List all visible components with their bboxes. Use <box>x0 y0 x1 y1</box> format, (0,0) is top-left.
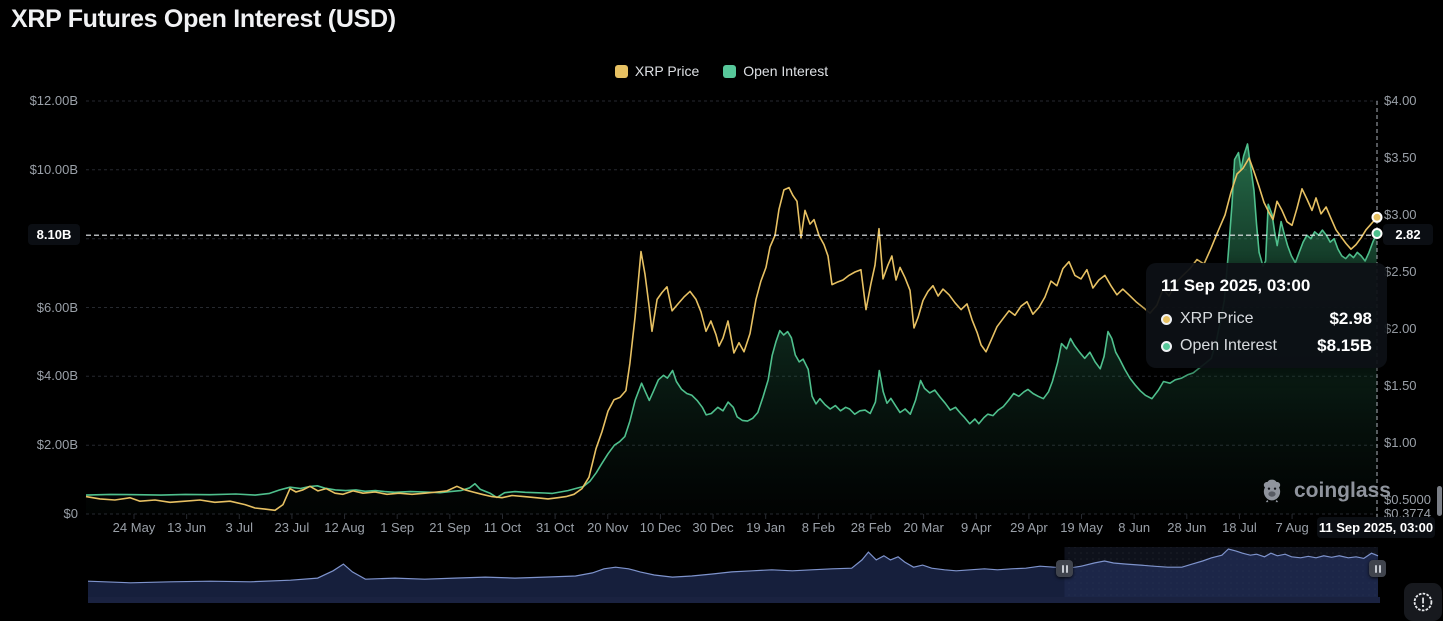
navigator-baseline-band <box>88 597 1380 603</box>
open-interest-dot-icon <box>1161 340 1172 352</box>
open-interest-swatch-icon <box>723 64 737 78</box>
crosshair-date-label: 11 Sep 2025, 03:00 <box>1317 517 1435 538</box>
xrp-price-dot-icon <box>1161 313 1172 325</box>
y-axis-label-right: $1.50 <box>1384 378 1417 394</box>
tooltip-row-label: Open Interest <box>1180 337 1277 354</box>
tooltip-row-xrp-price: XRP Price $2.98 <box>1161 309 1372 329</box>
y-axis-label-right: $1.00 <box>1384 435 1417 451</box>
x-axis-label: 21 Sep <box>429 520 471 535</box>
navigator-right-handle[interactable] <box>1369 560 1386 577</box>
y-axis-label-left: $10.00B <box>29 161 78 177</box>
page-title: XRP Futures Open Interest (USD) <box>11 5 396 33</box>
y-axis-label-left: $2.00B <box>36 437 78 453</box>
y-axis-label-right: $2.00 <box>1384 321 1417 336</box>
tooltip-row-value: $2.98 <box>1329 309 1372 328</box>
x-axis-label: 23 Jul <box>274 520 310 535</box>
open-interest-last-value-badge: 8.10B <box>28 224 80 245</box>
x-axis-label: 29 Apr <box>1010 520 1048 535</box>
tooltip-row-label: XRP Price <box>1180 310 1254 327</box>
open-interest-area <box>86 144 1377 514</box>
x-axis-label: 31 Oct <box>535 520 575 535</box>
y-axis-label-right: $4.00 <box>1384 93 1417 108</box>
tooltip-date: 11 Sep 2025, 03:00 <box>1161 276 1311 295</box>
x-axis-label: 12 Aug <box>324 520 365 535</box>
legend-item-xrp-price[interactable]: XRP Price <box>614 63 700 79</box>
x-axis-label: 20 Nov <box>587 520 629 535</box>
price-crosshair-dot <box>1371 211 1383 223</box>
x-axis-label: 28 Feb <box>850 520 892 535</box>
y-axis-label-left: $6.00B <box>36 299 78 315</box>
x-axis-label: 8 Feb <box>801 520 835 535</box>
y-axis-label-right: $3.50 <box>1384 150 1417 165</box>
x-axis-label: 18 Jul <box>1222 520 1257 535</box>
tooltip-row-value: $8.15B <box>1317 336 1372 355</box>
open-interest-crosshair-dot <box>1371 228 1383 239</box>
legend-label: XRP Price <box>634 63 700 79</box>
price-line <box>85 157 1378 512</box>
legend-label: Open Interest <box>743 63 829 79</box>
tooltip: 11 Sep 2025, 03:00 XRP Price $2.98 Open … <box>1146 263 1387 368</box>
x-axis-label: 11 Oct <box>483 520 522 535</box>
x-axis-label: 9 Apr <box>961 520 992 535</box>
coinglass-watermark: coinglass <box>1258 477 1391 505</box>
x-axis-label: 7 Aug <box>1275 520 1309 535</box>
x-axis-label: 13 Jun <box>167 520 207 535</box>
x-axis-label: 19 Jan <box>746 520 786 535</box>
navigator-line <box>87 548 1379 584</box>
x-axis-label: 19 May <box>1060 520 1103 535</box>
x-axis-label: 30 Dec <box>692 520 734 535</box>
x-axis-label: 3 Jul <box>225 520 253 535</box>
tooltip-row-open-interest: Open Interest $8.15B <box>1161 336 1372 356</box>
coinglass-logo-icon <box>1263 479 1281 503</box>
x-axis-label: 24 May <box>112 520 156 535</box>
x-axis-label: 20 Mar <box>903 520 944 535</box>
vertical-scrollbar-thumb[interactable] <box>1437 486 1442 516</box>
y-axis-label-right: $2.50 <box>1384 264 1417 279</box>
alert-button[interactable] <box>1404 583 1442 621</box>
open-interest-line <box>85 143 1378 499</box>
y-axis-label-left: $12.00B <box>29 93 78 108</box>
navigator-area <box>88 549 1378 601</box>
y-axis-label-left: $0 <box>63 506 78 521</box>
alert-badge-icon <box>1413 592 1433 612</box>
x-axis-label: 1 Sep <box>380 520 415 535</box>
legend-item-open-interest[interactable]: Open Interest <box>723 63 828 79</box>
x-axis-label: 28 Jun <box>1167 520 1207 535</box>
watermark-text: coinglass <box>1294 479 1391 502</box>
navigator-left-handle[interactable] <box>1056 560 1073 577</box>
xrp-price-swatch-icon <box>614 64 628 78</box>
y-axis-label-left: $4.00B <box>36 368 78 384</box>
y-axis-label-right: $3.00 <box>1384 207 1417 222</box>
xrp-price-last-value-badge: 2.82 <box>1383 224 1433 245</box>
y-axis-label-right: $0.5000 <box>1384 492 1431 508</box>
x-axis-label: 10 Dec <box>639 520 681 535</box>
x-axis-label: 8 Jun <box>1118 520 1151 535</box>
legend: XRP Price Open Interest <box>0 63 1443 79</box>
